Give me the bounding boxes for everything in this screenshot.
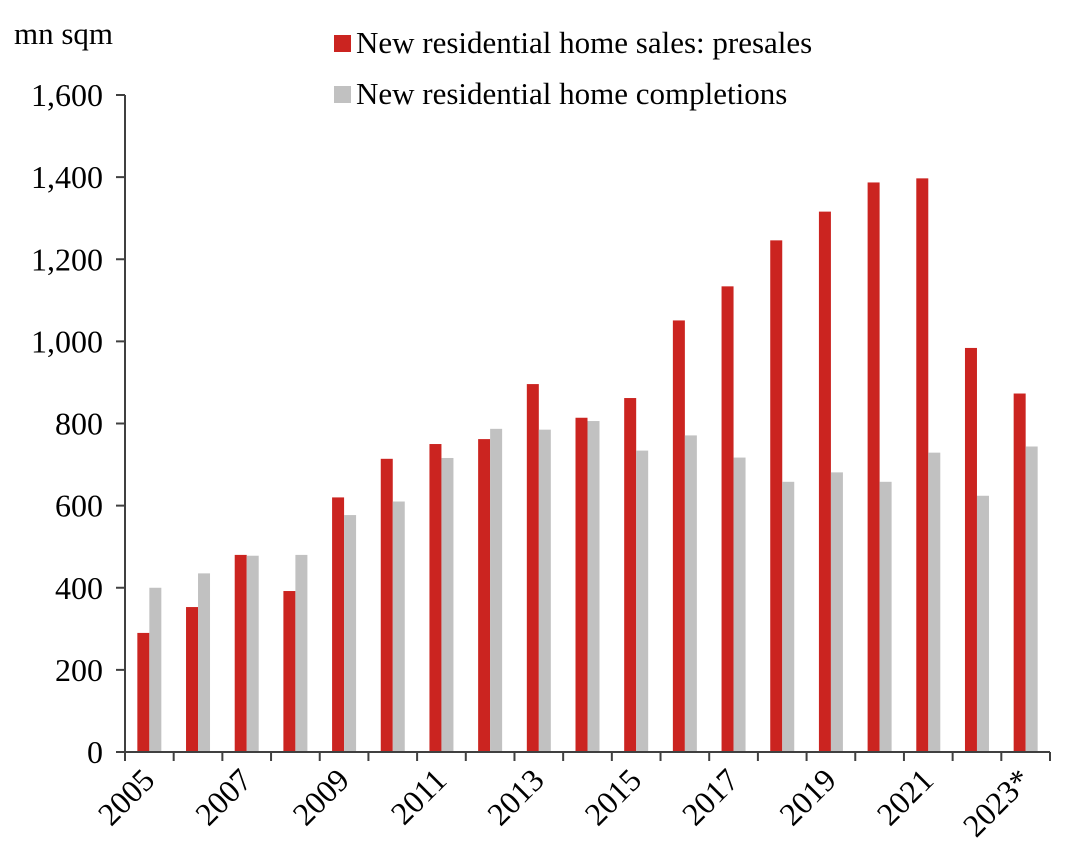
x-tick-label: 2023* (956, 761, 1038, 843)
bar-presales-2010 (380, 458, 393, 752)
bar-presales-2012 (478, 439, 491, 752)
bar-completions-2014 (587, 421, 600, 752)
bar-completions-2023* (1025, 446, 1038, 752)
legend-item-completions: New residential home completions (334, 76, 812, 112)
bar-presales-2014 (575, 417, 588, 752)
y-tick-label: 1,200 (31, 241, 103, 277)
bar-presales-2008 (283, 591, 296, 752)
bar-presales-2017 (721, 286, 734, 752)
bar-presales-2022 (964, 347, 977, 752)
bar-presales-2021 (916, 178, 929, 753)
legend: New residential home sales: presales New… (334, 25, 813, 112)
bar-completions-2008 (295, 554, 308, 752)
y-tick-label: 200 (55, 652, 103, 688)
bar-presales-2016 (672, 320, 685, 752)
bar-presales-2006 (186, 607, 199, 752)
x-tick-label: 2005 (91, 761, 162, 832)
bar-presales-2020 (867, 182, 880, 752)
y-tick-label: 400 (55, 570, 103, 606)
bar-presales-2005 (137, 632, 150, 752)
y-axis-unit-label: mn sqm (14, 16, 114, 51)
x-tick-label: 2011 (384, 761, 454, 831)
bar-completions-2009 (344, 515, 357, 752)
x-tick-label: 2013 (480, 761, 551, 832)
x-tick-label: 2009 (285, 761, 356, 832)
bar-completions-2018 (782, 481, 795, 752)
x-tick-label: 2021 (870, 761, 941, 832)
legend-swatch-presales-icon (334, 34, 351, 52)
legend-item-presales: New residential home sales: presales (334, 25, 813, 60)
bar-completions-2016 (684, 435, 697, 752)
bar-presales-2007 (234, 554, 247, 752)
y-tick-label: 1,000 (31, 323, 103, 359)
legend-swatch-completions-icon (334, 85, 351, 103)
bar-completions-2010 (392, 501, 405, 752)
bar-completions-2017 (733, 457, 746, 752)
x-tick-label: 2015 (577, 761, 648, 832)
bar-presales-2011 (429, 444, 442, 752)
bar-completions-2021 (928, 452, 941, 752)
x-tick-label: 2017 (675, 761, 746, 832)
y-tick-label: 800 (55, 406, 103, 442)
x-tick-label: 2019 (772, 761, 843, 832)
y-tick-label: 600 (55, 488, 103, 524)
bar-completions-2013 (538, 429, 551, 752)
bar-completions-2019 (830, 472, 843, 752)
bar-presales-2015 (624, 398, 637, 752)
bar-presales-2009 (332, 497, 345, 752)
bar-presales-2018 (770, 240, 783, 753)
legend-label-presales: New residential home sales: presales (356, 25, 813, 60)
bar-completions-2015 (636, 450, 649, 752)
y-tick-label: 1,400 (31, 159, 103, 195)
bar-presales-2013 (526, 384, 539, 752)
y-tick-label: 0 (87, 734, 103, 770)
bar-completions-2011 (441, 457, 454, 752)
bar-completions-2020 (879, 481, 892, 752)
legend-label-completions: New residential home completions (356, 76, 788, 112)
bar-completions-2022 (976, 495, 989, 752)
bar-completions-2012 (490, 428, 503, 752)
y-tick-label: 1,600 (31, 77, 103, 113)
bar-presales-2023* (1013, 393, 1026, 752)
bar-presales-2019 (818, 211, 831, 752)
x-tick-label: 2007 (188, 761, 259, 832)
bar-completions-2005 (149, 587, 162, 752)
bar-completions-2006 (198, 573, 211, 752)
bar-completions-2007 (246, 555, 259, 752)
